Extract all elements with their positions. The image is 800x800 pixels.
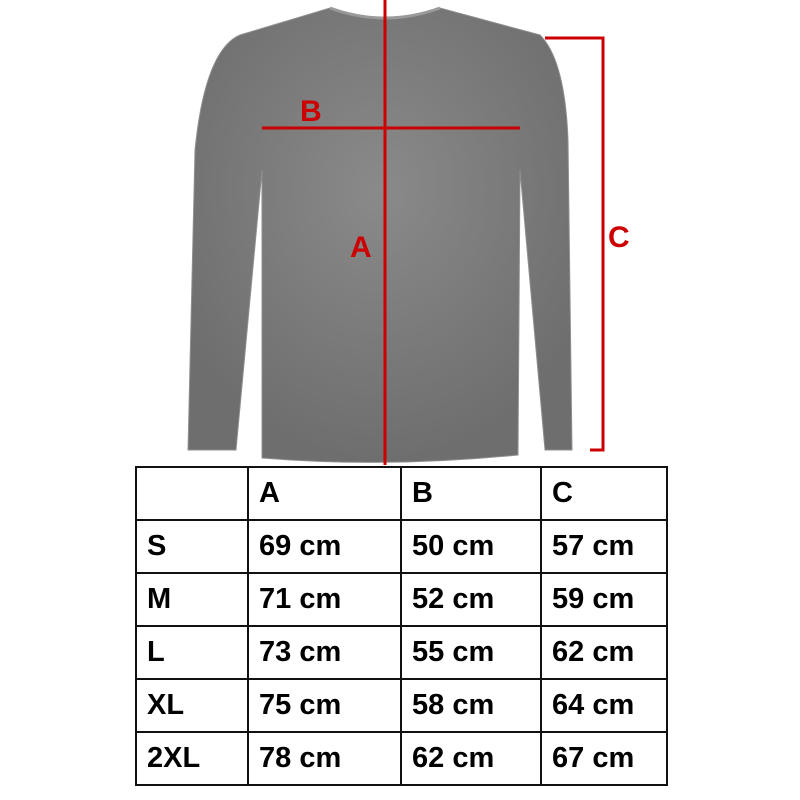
value-cell: 50 cm — [400, 519, 542, 574]
value-cell: 73 cm — [247, 625, 402, 680]
value-cell: 71 cm — [247, 572, 402, 627]
header-cell: C — [540, 466, 668, 521]
table-row: M 71 cm 52 cm 59 cm — [135, 572, 668, 627]
size-cell: M — [135, 572, 249, 627]
header-cell — [135, 466, 249, 521]
value-cell: 62 cm — [400, 731, 542, 786]
table-row: 2XL 78 cm 62 cm 67 cm — [135, 731, 668, 786]
label-c: C — [608, 221, 630, 254]
shirt-image — [187, 7, 573, 463]
size-table: A B C S 69 cm 50 cm 57 cm M 71 cm 52 cm … — [135, 466, 668, 786]
shirt-diagram — [187, 0, 605, 465]
size-cell: L — [135, 625, 249, 680]
value-cell: 58 cm — [400, 678, 542, 733]
table-row: L 73 cm 55 cm 62 cm — [135, 625, 668, 680]
value-cell: 55 cm — [400, 625, 542, 680]
header-cell: B — [400, 466, 542, 521]
value-cell: 69 cm — [247, 519, 402, 574]
value-cell: 52 cm — [400, 572, 542, 627]
value-cell: 59 cm — [540, 572, 668, 627]
value-cell: 78 cm — [247, 731, 402, 786]
value-cell: 67 cm — [540, 731, 668, 786]
value-cell: 57 cm — [540, 519, 668, 574]
size-cell: 2XL — [135, 731, 249, 786]
size-cell: S — [135, 519, 249, 574]
value-cell: 62 cm — [540, 625, 668, 680]
header-cell: A — [247, 466, 402, 521]
value-cell: 64 cm — [540, 678, 668, 733]
measure-line-c — [545, 36, 605, 452]
label-b: B — [300, 95, 322, 128]
table-header-row: A B C — [135, 466, 668, 521]
table-row: XL 75 cm 58 cm 64 cm — [135, 678, 668, 733]
label-a: A — [350, 231, 372, 264]
table-row: S 69 cm 50 cm 57 cm — [135, 519, 668, 574]
size-cell: XL — [135, 678, 249, 733]
value-cell: 75 cm — [247, 678, 402, 733]
